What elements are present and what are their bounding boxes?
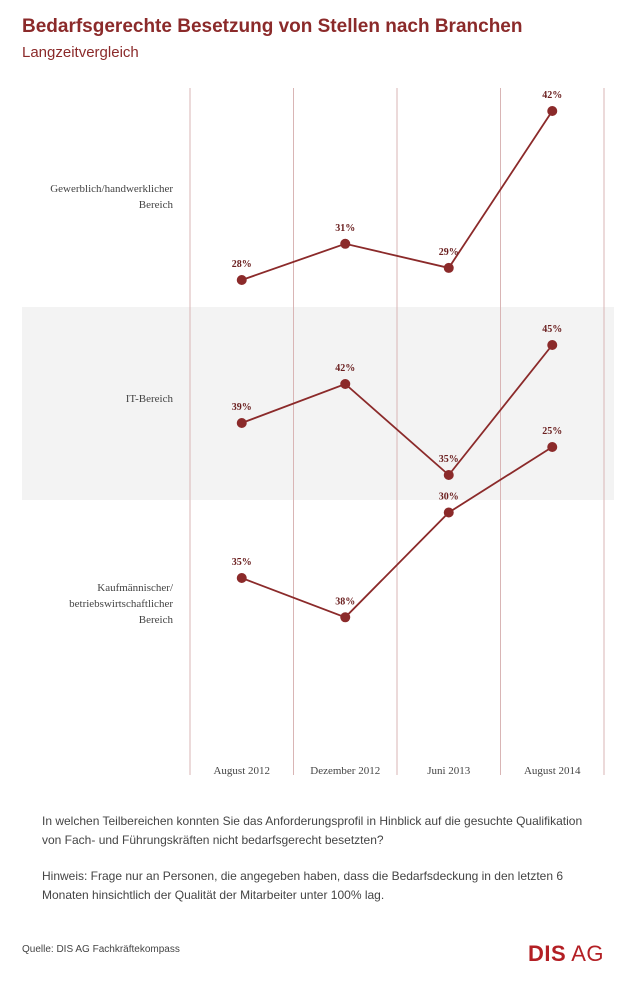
- data-point: [547, 442, 558, 452]
- data-label: 42%: [335, 363, 355, 374]
- series-label: Kaufmännischer/: [97, 582, 174, 594]
- series-label: Bereich: [139, 614, 174, 626]
- source-note: Quelle: DIS AG Fachkräftekompass: [22, 944, 180, 955]
- series-line: [241, 446, 553, 619]
- data-point: [443, 262, 454, 273]
- chart-subtitle: Langzeitvergleich: [22, 44, 139, 61]
- data-label: 25%: [542, 426, 562, 437]
- data-point: [340, 379, 351, 389]
- survey-question: In welchen Teilbereichen konnten Sie das…: [42, 814, 583, 847]
- data-point: [236, 275, 247, 285]
- x-tick-label: Dezember 2012: [310, 765, 380, 777]
- survey-hint: Hinweis: Frage nur an Personen, die ange…: [42, 869, 564, 902]
- data-label: 31%: [335, 223, 355, 234]
- data-label: 39%: [232, 402, 252, 413]
- logo-suffix: AG: [571, 941, 604, 966]
- series-line: [241, 110, 554, 281]
- data-label: 42%: [542, 90, 562, 101]
- data-label: 29%: [439, 247, 459, 258]
- data-point: [443, 507, 454, 518]
- data-label: 35%: [232, 557, 252, 568]
- data-point: [340, 238, 351, 249]
- data-point: [547, 340, 558, 350]
- chart-title: Bedarfsgerechte Besetzung von Stellen na…: [22, 16, 523, 37]
- x-tick-label: August 2012: [213, 765, 270, 777]
- series-label: Gewerblich/handwerklicher: [50, 183, 173, 195]
- data-label: 28%: [232, 259, 252, 270]
- data-label: 35%: [439, 454, 459, 465]
- data-point: [236, 418, 247, 428]
- data-label: 30%: [439, 492, 459, 503]
- data-point: [236, 573, 247, 583]
- data-point: [443, 470, 454, 480]
- data-point: [340, 612, 351, 623]
- dis-ag-logo: DIS AG: [528, 941, 604, 967]
- line-chart: Gewerblich/handwerklicher Bereich IT-Berei…: [22, 88, 614, 777]
- series-label: betriebswirtschaftlicher: [69, 598, 173, 610]
- band-1: [22, 307, 614, 500]
- logo-text: DIS: [528, 941, 567, 966]
- series-label: IT-Bereich: [126, 393, 174, 405]
- series-line: [241, 344, 553, 477]
- x-tick-label: August 2014: [524, 765, 581, 777]
- data-label: 45%: [542, 324, 562, 335]
- data-point: [547, 106, 558, 116]
- series-label: Bereich: [139, 199, 174, 211]
- x-tick-label: Juni 2013: [427, 765, 471, 777]
- data-label: 38%: [335, 596, 355, 607]
